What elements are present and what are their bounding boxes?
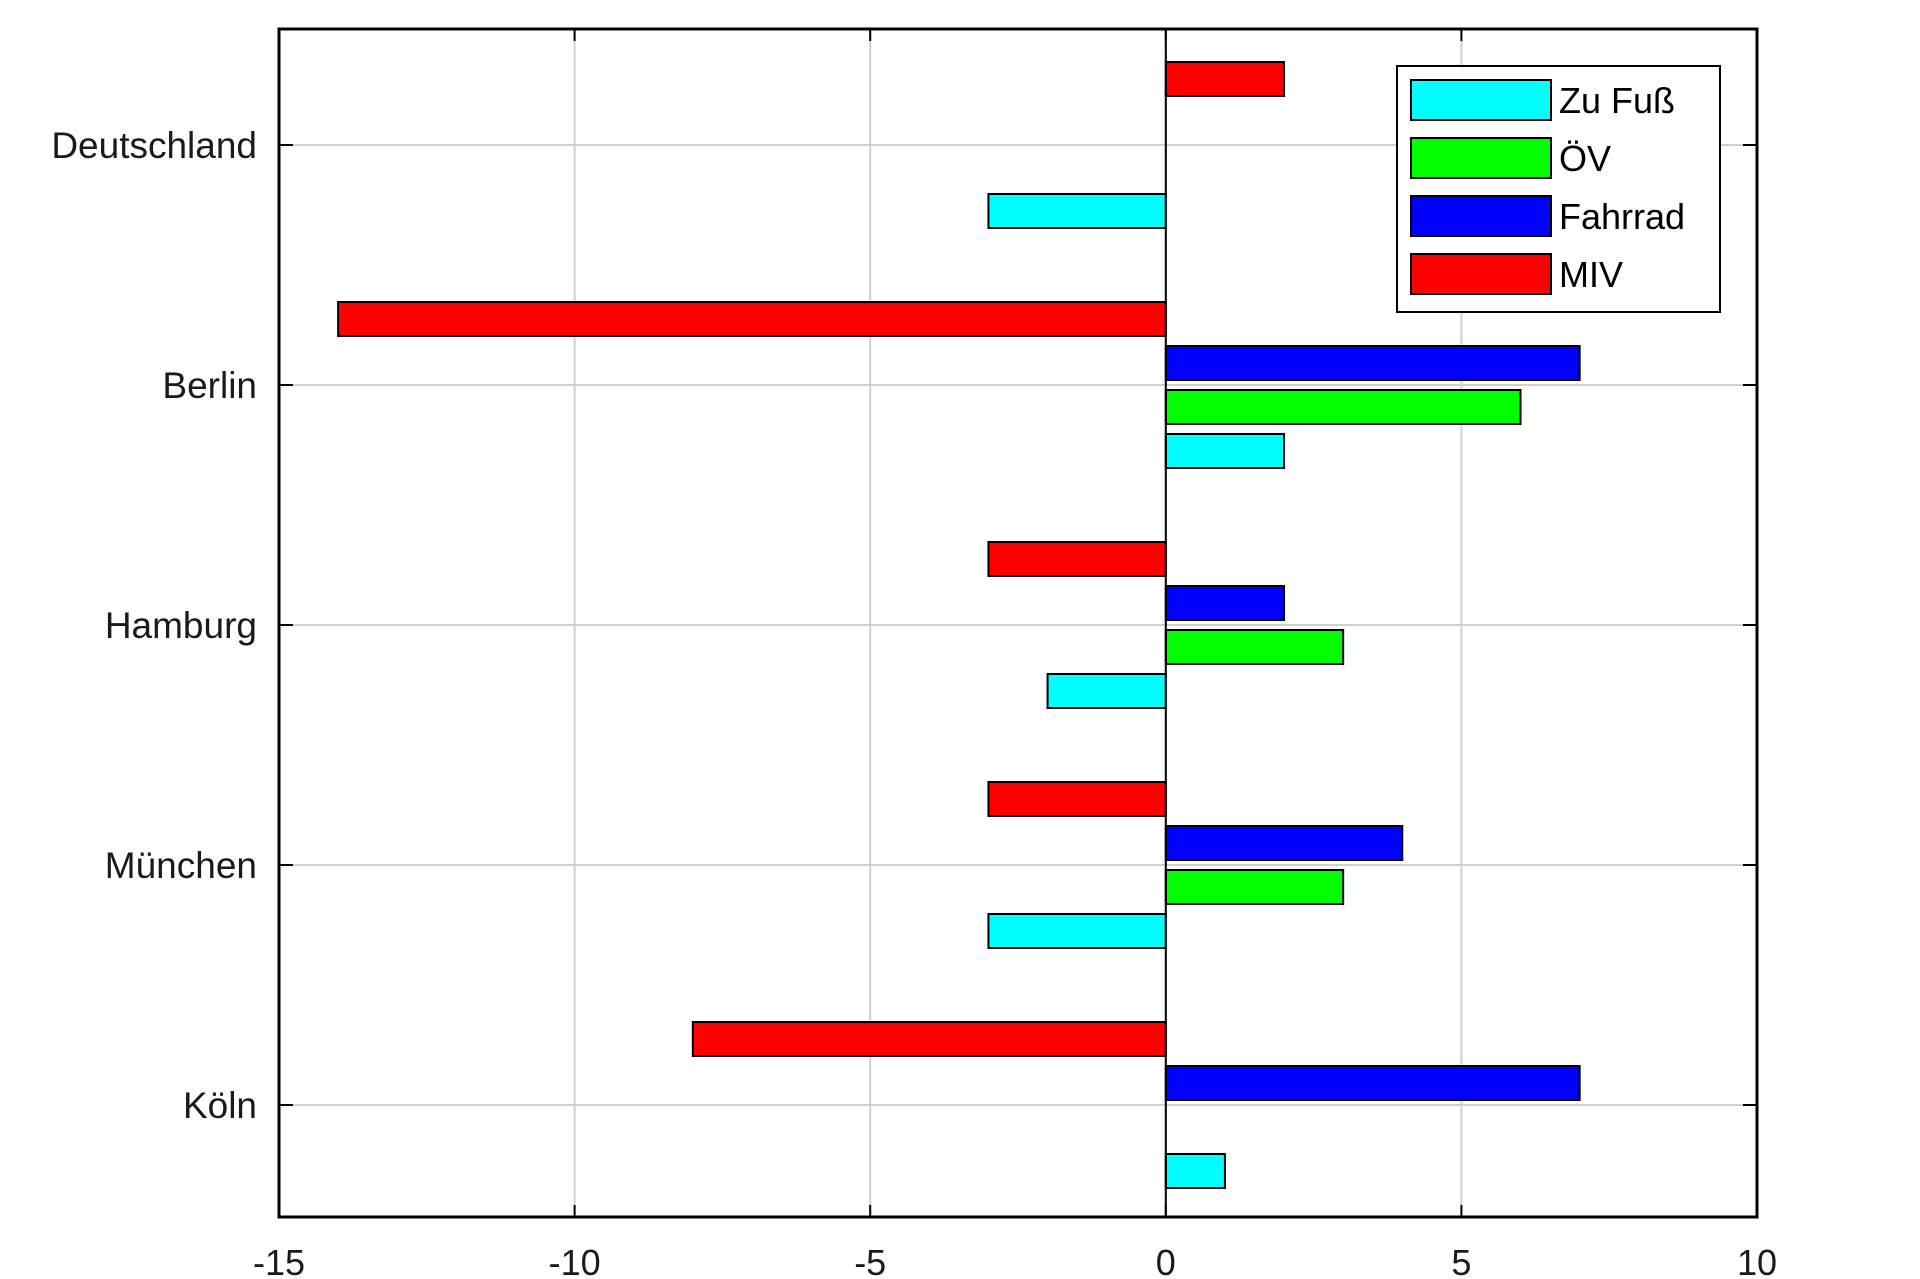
- category-label: Köln: [183, 1085, 257, 1126]
- bar-öv-hamburg: [1164, 629, 1345, 665]
- bar-miv-köln: [691, 1021, 1167, 1057]
- x-tick-label: -15: [253, 1242, 305, 1279]
- legend-label: Fahrrad: [1559, 196, 1685, 237]
- bar-miv-münchen: [987, 781, 1167, 817]
- legend-label: ÖV: [1559, 138, 1611, 179]
- category-label: Hamburg: [105, 605, 257, 646]
- bar-miv-deutschland: [1164, 61, 1286, 97]
- bar-miv-berlin: [337, 301, 1167, 337]
- bar-fahrrad-berlin: [1164, 345, 1581, 381]
- bar-öv-berlin: [1164, 389, 1522, 425]
- axis-ticks: [278, 29, 1758, 1217]
- bar-zu-fuß-köln: [1164, 1153, 1226, 1189]
- legend-label: MIV: [1559, 254, 1623, 295]
- legend-swatch: [1410, 195, 1552, 237]
- plot-frame: [277, 27, 1759, 1219]
- legend-label: Zu Fuß: [1559, 80, 1675, 121]
- category-label: Berlin: [162, 365, 257, 406]
- bar-fahrrad-köln: [1164, 1065, 1581, 1101]
- bar-fahrrad-hamburg: [1164, 585, 1286, 621]
- grid-lines: [278, 29, 1758, 1217]
- category-label: Deutschland: [51, 125, 257, 166]
- legend-swatch: [1410, 253, 1552, 295]
- x-tick-label: 10: [1737, 1242, 1777, 1279]
- x-tick-labels: -15 -10 -5 0 5 10: [253, 1242, 1777, 1279]
- x-tick-label: -5: [854, 1242, 886, 1279]
- legend: Zu Fuß ÖV Fahrrad MIV: [1396, 65, 1721, 313]
- bar-zu-fuß-münchen: [987, 913, 1167, 949]
- bar-zu-fuß-hamburg: [1046, 673, 1167, 709]
- bars: [337, 61, 1581, 1189]
- bar-zu-fuß-deutschland: [987, 193, 1167, 229]
- bar-zu-fuß-berlin: [1164, 433, 1286, 469]
- bar-miv-hamburg: [987, 541, 1167, 577]
- x-tick-label: -10: [549, 1242, 601, 1279]
- bar-öv-münchen: [1164, 869, 1345, 905]
- category-label: München: [105, 845, 257, 886]
- x-tick-label: 0: [1156, 1242, 1176, 1279]
- bar-fahrrad-münchen: [1164, 825, 1404, 861]
- x-tick-label: 5: [1451, 1242, 1471, 1279]
- legend-swatch: [1410, 79, 1552, 121]
- category-labels: Deutschland Berlin Hamburg München Köln: [51, 125, 257, 1126]
- legend-swatch: [1410, 137, 1552, 179]
